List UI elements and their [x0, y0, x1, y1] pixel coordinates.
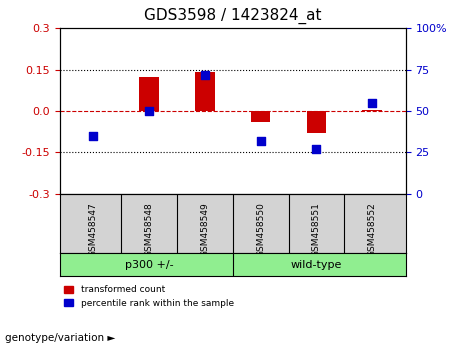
Legend: transformed count, percentile rank within the sample: transformed count, percentile rank withi…	[65, 285, 234, 308]
Bar	[195, 72, 215, 111]
Text: p300 +/-: p300 +/-	[125, 259, 173, 269]
Title: GDS3598 / 1423824_at: GDS3598 / 1423824_at	[144, 8, 322, 24]
Point	[201, 72, 209, 78]
Text: GSM458547: GSM458547	[89, 202, 98, 257]
Bar	[362, 109, 382, 111]
Text: GSM458551: GSM458551	[312, 202, 321, 257]
Bar	[251, 111, 271, 122]
Text: GSM458552: GSM458552	[368, 202, 377, 257]
Text: GSM458550: GSM458550	[256, 202, 265, 257]
Bar	[307, 111, 326, 133]
Text: GSM458548: GSM458548	[145, 202, 154, 257]
Point	[313, 146, 320, 152]
Text: GSM458549: GSM458549	[201, 202, 209, 257]
Text: wild-type: wild-type	[291, 259, 342, 269]
Point	[368, 100, 376, 105]
Point	[257, 138, 264, 143]
Bar	[139, 76, 159, 111]
Point	[146, 108, 153, 114]
Point	[90, 133, 97, 138]
Text: genotype/variation ►: genotype/variation ►	[5, 333, 115, 343]
